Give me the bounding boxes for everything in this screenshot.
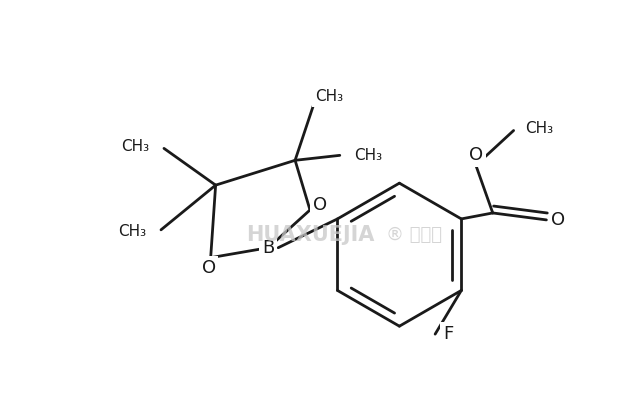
Text: ® 化学加: ® 化学加 [386, 226, 442, 244]
Text: F: F [443, 325, 453, 343]
Text: CH₃: CH₃ [118, 224, 146, 239]
Text: O: O [551, 211, 565, 229]
Text: HUAXUEJIA: HUAXUEJIA [246, 225, 374, 245]
Text: CH₃: CH₃ [525, 121, 554, 136]
Text: O: O [313, 196, 327, 214]
Text: CH₃: CH₃ [315, 89, 343, 104]
Text: O: O [469, 146, 483, 164]
Text: B: B [262, 239, 274, 257]
Text: CH₃: CH₃ [121, 139, 149, 154]
Text: O: O [201, 259, 216, 276]
Text: CH₃: CH₃ [355, 148, 383, 163]
